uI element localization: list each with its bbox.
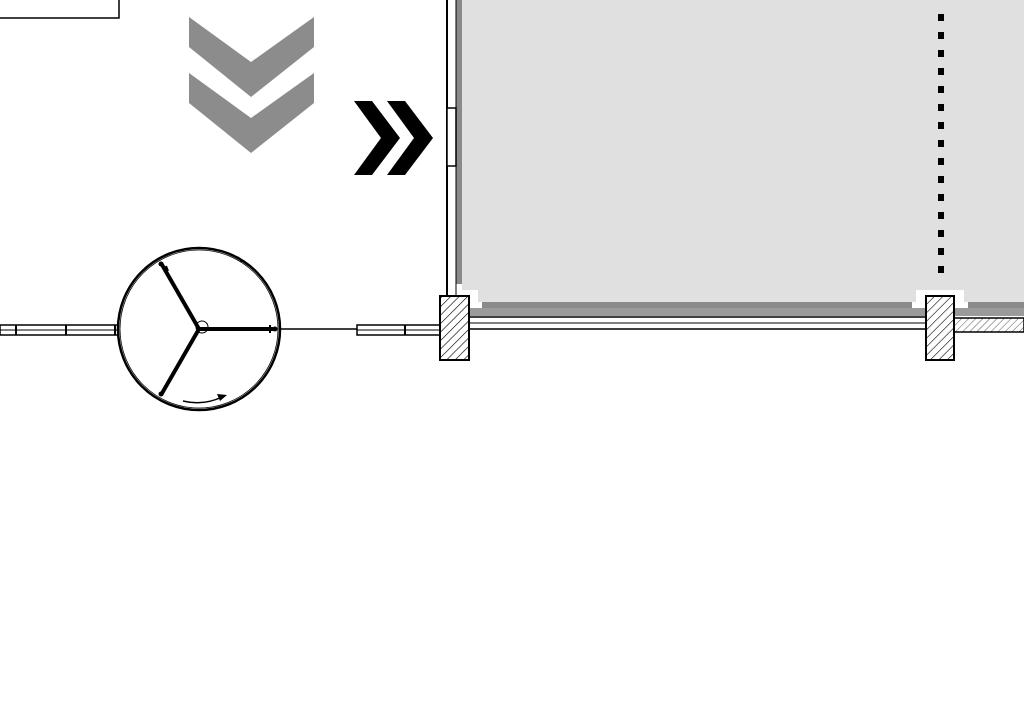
label-box — [0, 0, 120, 19]
column-left — [439, 295, 470, 361]
room-area — [456, 0, 1024, 316]
room-sill — [470, 308, 926, 316]
double-chevron-down-icon — [189, 17, 314, 153]
column-right — [925, 295, 955, 361]
wall-door-slot — [446, 107, 457, 167]
room-floor — [462, 0, 1024, 302]
room-left-wall — [446, 0, 457, 296]
double-chevron-right-icon — [354, 101, 433, 175]
curved-arrow-icon — [182, 394, 227, 404]
revolving-door-icon — [116, 246, 282, 412]
glass-facade — [0, 316, 1024, 336]
room-sill-right — [955, 308, 1024, 316]
